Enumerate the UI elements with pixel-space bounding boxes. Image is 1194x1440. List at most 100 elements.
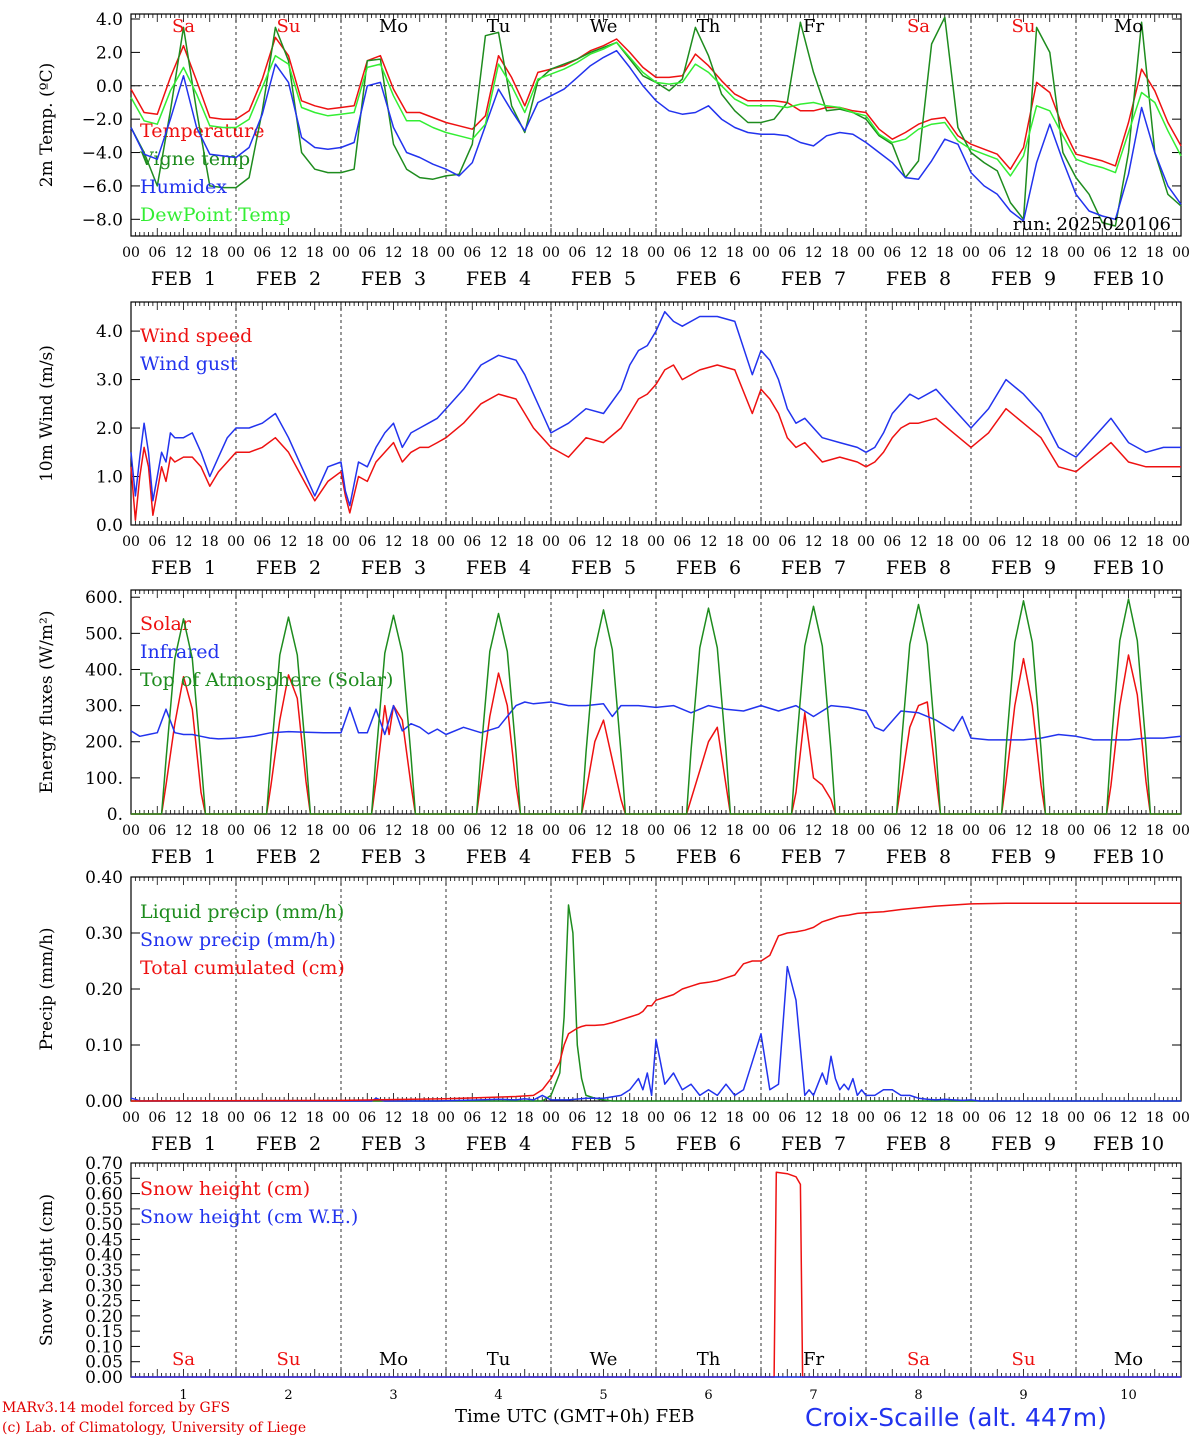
y-tick-label: 500. — [85, 624, 123, 644]
hour-label: 12 — [595, 245, 613, 261]
date-label: FEB 2 — [256, 557, 321, 579]
hour-label: 00 — [752, 823, 770, 839]
y-tick-label: 0.00 — [85, 1368, 123, 1388]
hour-label: 12 — [280, 1110, 298, 1126]
y-tick-label: 0.10 — [85, 1337, 123, 1357]
series-line — [130, 965, 1181, 1102]
hour-label: 06 — [778, 534, 796, 550]
hour-label: 06 — [778, 823, 796, 839]
y-tick-label: 4.0 — [96, 322, 123, 342]
hour-label: 00 — [857, 1110, 875, 1126]
legend-entry: Humidex — [140, 176, 227, 198]
hour-label: 12 — [1015, 245, 1033, 261]
day-number: 7 — [809, 1388, 817, 1403]
day-marker: Th — [697, 1349, 721, 1370]
y-tick-label: 2.0 — [96, 43, 123, 63]
hour-label: 06 — [1093, 823, 1111, 839]
y-tick-label: −6.0 — [82, 177, 123, 197]
y-tick-label: 0.10 — [85, 1036, 123, 1056]
y-tick-label: −8.0 — [82, 210, 123, 230]
hour-label: 18 — [1146, 1110, 1164, 1126]
hour-label: 06 — [883, 1110, 901, 1126]
day-marker: Sa — [907, 1349, 930, 1370]
date-label: FEB 9 — [991, 557, 1056, 579]
hour-label: 00 — [437, 823, 455, 839]
hour-label: 12 — [385, 1110, 403, 1126]
hour-label: 06 — [988, 1110, 1006, 1126]
panel-1: 4.0 2.0 0.0 −2.0 −4.0 −6.0 −8.0 2m Temp. (ºC) 00… — [37, 10, 1190, 290]
date-label: FEB 3 — [361, 557, 426, 579]
hour-label: 06 — [1093, 1110, 1111, 1126]
hour-label: 18 — [621, 1110, 639, 1126]
hour-label: 00 — [647, 534, 665, 550]
hour-label: 12 — [910, 823, 928, 839]
hour-label: 12 — [910, 1110, 928, 1126]
hour-label: 06 — [778, 1110, 796, 1126]
hour-label: 06 — [568, 1110, 586, 1126]
hour-label: 00 — [647, 245, 665, 261]
hour-label: 00 — [1172, 534, 1190, 550]
hour-label: 18 — [411, 823, 429, 839]
hour-label: 00 — [542, 245, 560, 261]
day-number: 4 — [494, 1388, 502, 1403]
y-tick-label: 1.0 — [96, 468, 123, 488]
date-label: FEB 6 — [676, 557, 741, 579]
date-label: FEB 8 — [886, 268, 951, 290]
date-label: FEB 7 — [781, 268, 846, 290]
series-line — [130, 902, 1181, 1102]
y-tick-label: 600. — [85, 588, 123, 608]
y-tick-label: −4.0 — [82, 144, 123, 164]
hour-label: 00 — [1172, 245, 1190, 261]
hour-label: 12 — [385, 823, 403, 839]
date-label: FEB 1 — [151, 268, 216, 290]
y-tick-label: 0.70 — [85, 1154, 123, 1174]
hour-label: 12 — [490, 823, 508, 839]
hour-label: 00 — [857, 823, 875, 839]
hour-label: 12 — [910, 534, 928, 550]
hour-label: 00 — [752, 1110, 770, 1126]
hour-label: 00 — [752, 245, 770, 261]
y-tick-label: 0.30 — [85, 924, 123, 944]
hour-label: 06 — [358, 1110, 376, 1126]
panel-3: 0. 100. 200. 300. 400. 500. 600. Energy fluxes … — [37, 588, 1190, 868]
panel-5: 0.000.050.100.150.200.250.300.350.400.45… — [37, 1154, 1182, 1403]
legend-entry: Snow height (cm W.E.) — [140, 1206, 358, 1228]
y-tick-label: 400. — [85, 660, 123, 680]
hour-label: 12 — [490, 534, 508, 550]
series-line — [130, 41, 1182, 177]
y-tick-label: 0.05 — [85, 1353, 123, 1373]
hour-label: 00 — [437, 1110, 455, 1126]
y-axis-label: Energy fluxes (W/m²) — [37, 611, 57, 794]
legend-entry: Vigne temp — [139, 148, 250, 170]
y-tick-label: 0.0 — [96, 77, 123, 97]
y-tick-label: −2.0 — [82, 110, 123, 130]
hour-label: 06 — [988, 245, 1006, 261]
hour-label: 18 — [1041, 823, 1059, 839]
hour-label: 00 — [962, 1110, 980, 1126]
hour-label: 18 — [516, 245, 534, 261]
day-marker: We — [590, 1349, 618, 1370]
date-label: FEB 7 — [781, 846, 846, 868]
hour-label: 12 — [1120, 534, 1138, 550]
hour-label: 18 — [726, 823, 744, 839]
date-label: FEB 2 — [256, 268, 321, 290]
date-label: FEB 10 — [1093, 557, 1164, 579]
model-credit: MARv3.14 model forced by GFS — [2, 1400, 231, 1416]
time-axis-title: Time UTC (GMT+0h) FEB — [455, 1406, 695, 1427]
day-marker: We — [590, 16, 618, 37]
hour-label: 06 — [673, 245, 691, 261]
hour-label: 00 — [122, 823, 140, 839]
hour-label: 18 — [306, 823, 324, 839]
y-axis-label: 2m Temp. (ºC) — [37, 63, 57, 188]
hour-label: 18 — [516, 823, 534, 839]
hour-label: 12 — [1120, 245, 1138, 261]
hour-label: 00 — [1172, 823, 1190, 839]
hour-label: 18 — [201, 823, 219, 839]
hour-label: 18 — [936, 245, 954, 261]
date-label: FEB 6 — [676, 846, 741, 868]
hour-label: 06 — [463, 823, 481, 839]
hour-label: 18 — [1041, 245, 1059, 261]
hour-label: 00 — [227, 1110, 245, 1126]
hour-label: 06 — [778, 245, 796, 261]
